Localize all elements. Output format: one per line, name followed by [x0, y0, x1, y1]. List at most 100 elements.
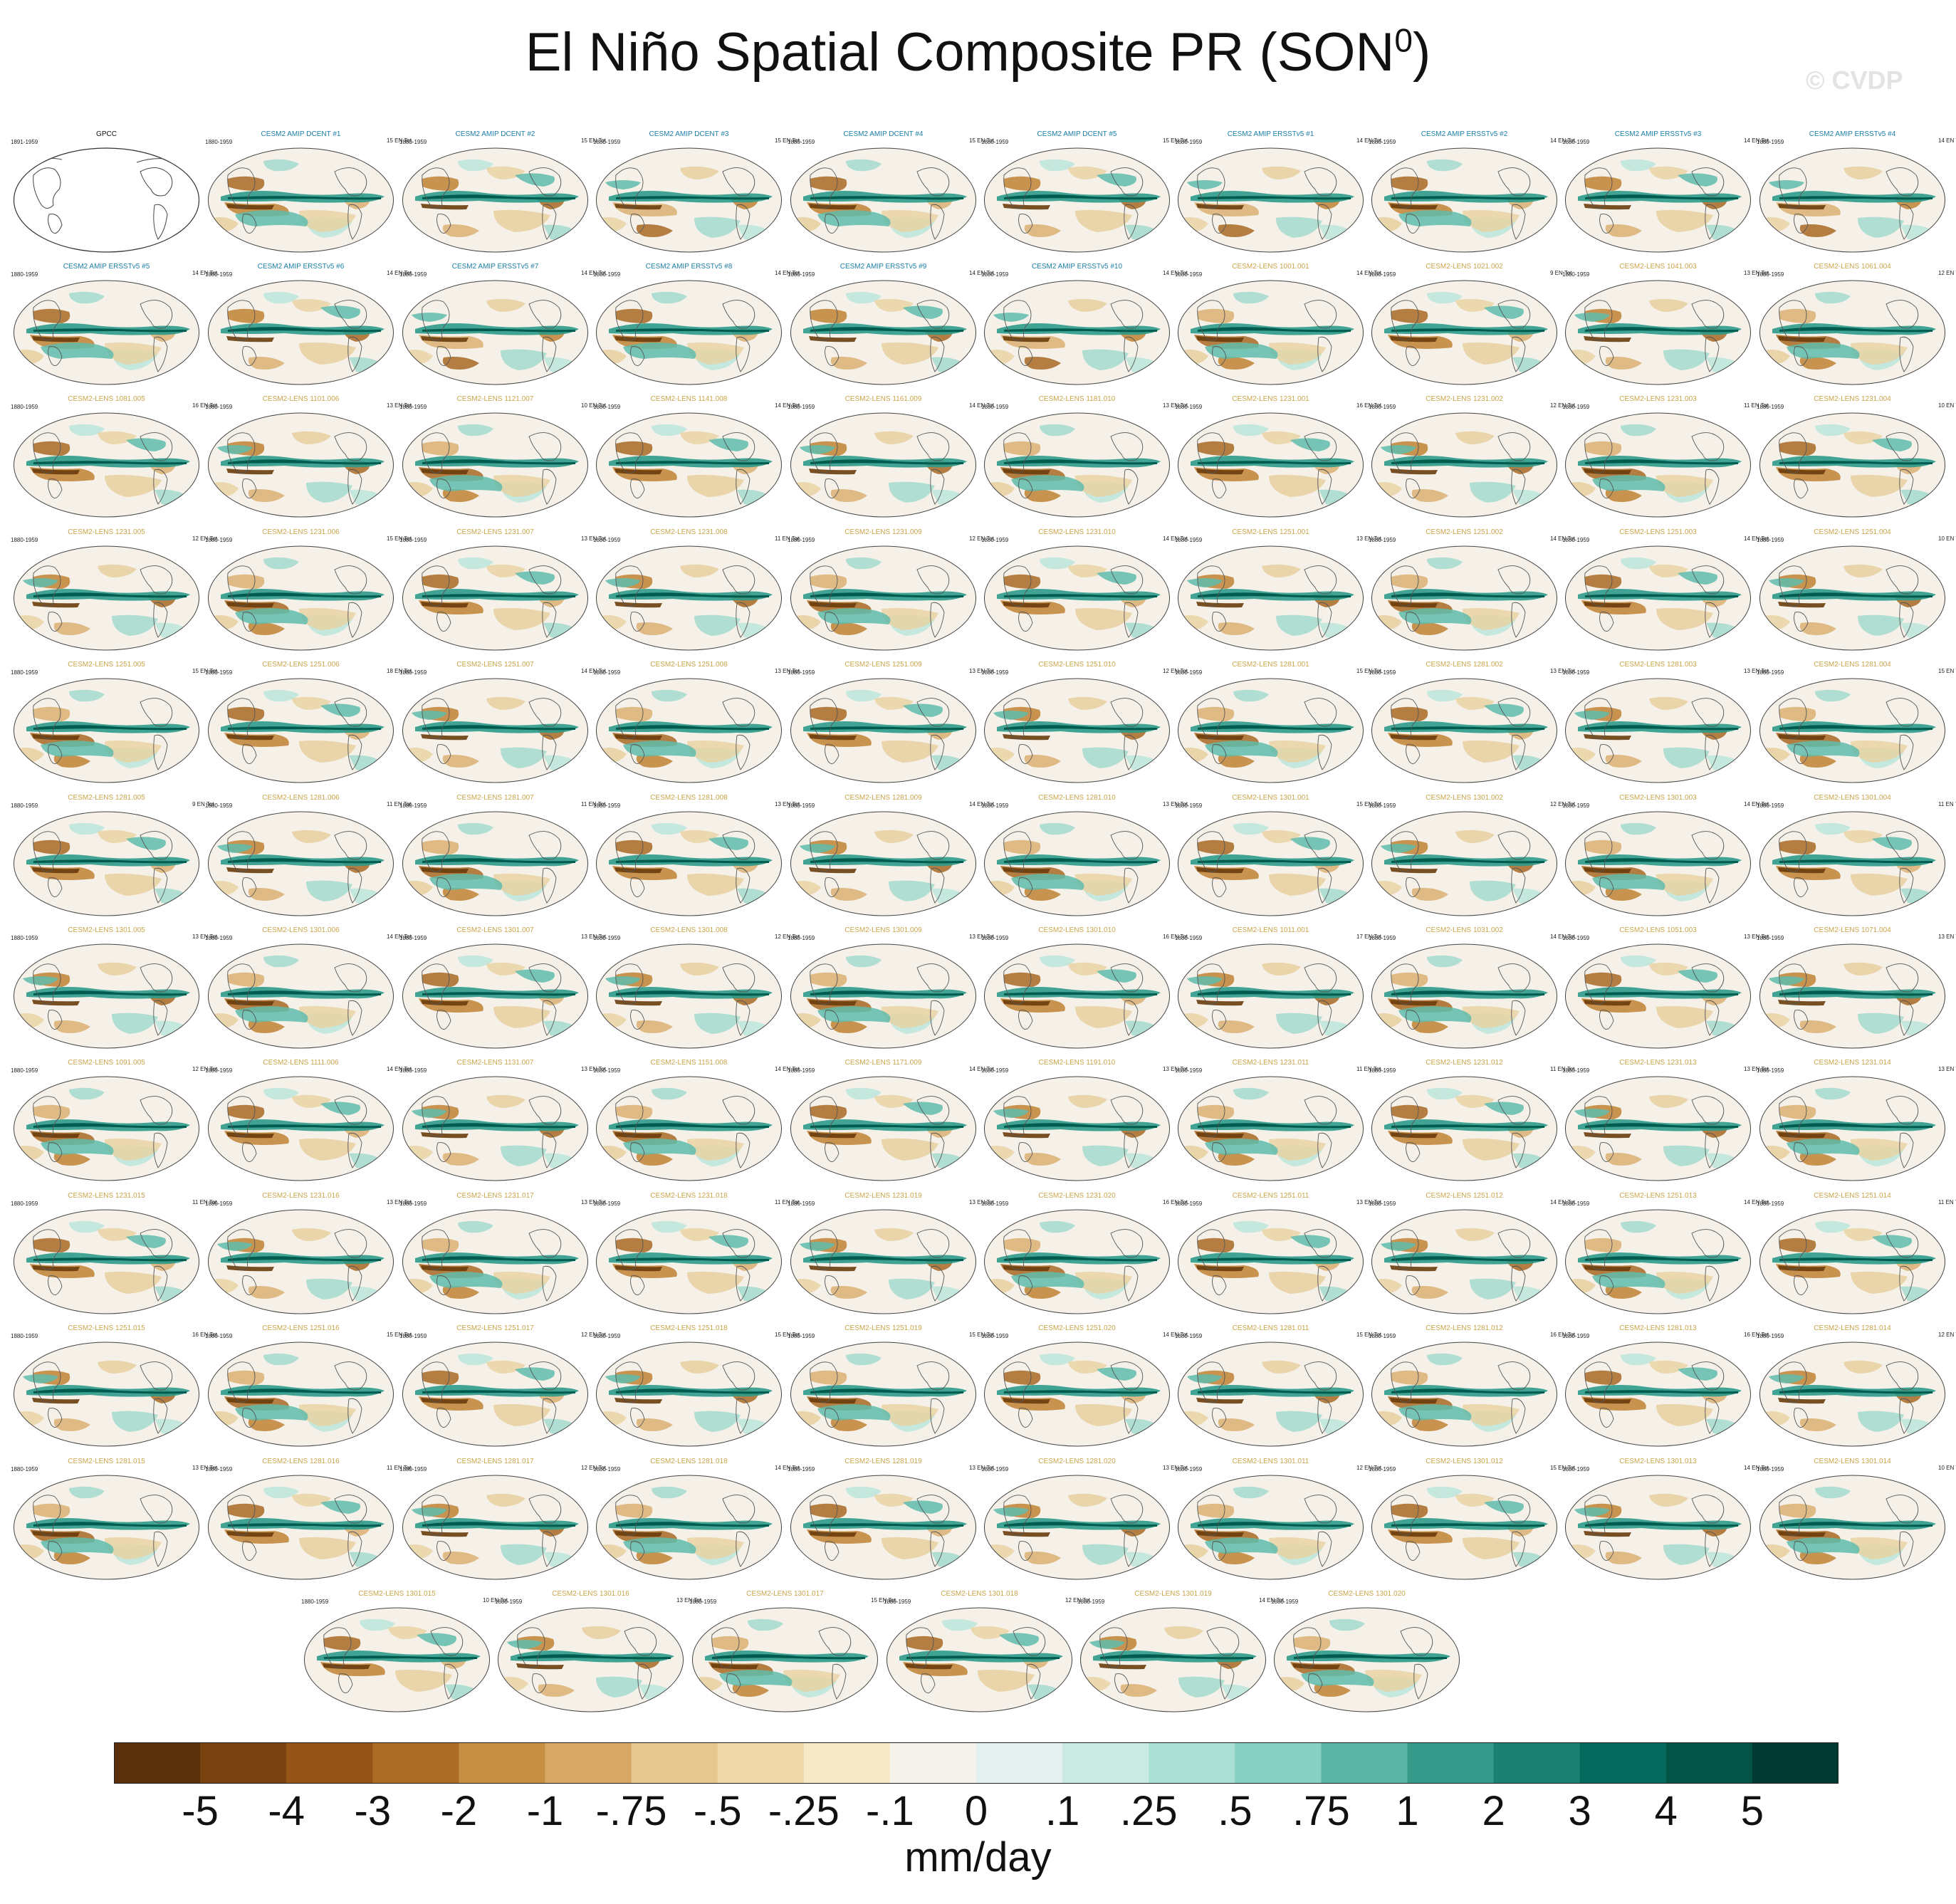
panel-map: CESM2 AMIP ERSSTv5 #6 1880-1959 14 EN Tot — [205, 263, 412, 393]
precip-anomaly-map — [14, 811, 199, 916]
panel-event-count: 12 EN Tot — [192, 535, 217, 542]
precip-anomaly-map — [498, 1607, 684, 1712]
precip-anomaly-map — [790, 412, 976, 518]
panel-period: 1880-1959 — [205, 271, 233, 278]
panel-title: CESM2-LENS 1281.020 — [1038, 1458, 1116, 1465]
panel-event-count: 14 EN Tot — [1744, 801, 1769, 807]
precip-anomaly-map — [208, 1341, 394, 1447]
panel-event-count: 15 EN Tot — [387, 535, 412, 542]
panel-event-count: 14 EN Tot — [1163, 1332, 1188, 1338]
panel-title: CESM2-LENS 1281.011 — [1232, 1324, 1309, 1332]
panel-map: CESM2-LENS 1181.010 1880-1959 13 EN Tot — [981, 395, 1188, 525]
colorbar-units: mm/day — [904, 1834, 1052, 1881]
panel-title: CESM2-LENS 1231.015 — [68, 1192, 145, 1200]
panel-event-count: 11 EN Tot — [1356, 1066, 1381, 1072]
panel-map: CESM2-LENS 1251.005 1880-1959 15 EN Tot — [11, 661, 217, 791]
panel-event-count: 11 EN Tot — [1938, 801, 1956, 807]
panel-map: CESM2 AMIP DCENT #5 1880-1959 15 EN Tot — [981, 130, 1188, 261]
colorbar-bin — [1493, 1742, 1581, 1784]
precip-anomaly-map — [1371, 811, 1557, 916]
panel-period: 1880-1959 — [981, 537, 1009, 543]
precip-anomaly-map — [208, 280, 394, 385]
panel-map: CESM2 AMIP ERSSTv5 #7 1880-1959 14 EN Tot — [399, 263, 606, 393]
panel-period: 1880-1959 — [1757, 1201, 1784, 1207]
panel-map: CESM2-LENS 1281.017 1880-1959 12 EN Tot — [399, 1458, 606, 1588]
panel-map: CESM2-LENS 1301.003 1880-1959 14 EN Tot — [1562, 794, 1769, 924]
colorbar-bin — [717, 1742, 805, 1784]
panel-event-count: 14 EN Tot — [1744, 1199, 1769, 1205]
panel-title: CESM2-LENS 1231.009 — [844, 528, 922, 536]
panel-title: CESM2-LENS 1281.010 — [1038, 794, 1116, 802]
panel-period: 1880-1959 — [1562, 1333, 1590, 1339]
panel-title: CESM2-LENS 1301.004 — [1814, 794, 1891, 802]
panel-period: 1880-1959 — [593, 669, 621, 676]
panel-title: CESM2-LENS 1251.009 — [844, 661, 922, 669]
colorbar-bin — [631, 1742, 718, 1784]
panel-period: 1880-1959 — [399, 1333, 427, 1339]
panel-event-count: 14 EN Tot — [387, 1066, 412, 1072]
panel-event-count: 15 EN Tot — [969, 137, 994, 144]
panel-title: CESM2 AMIP ERSSTv5 #8 — [645, 263, 733, 271]
panel-period: 1880-1959 — [205, 802, 233, 809]
colorbar-bin — [976, 1742, 1063, 1784]
panel-map: CESM2-LENS 1251.019 1880-1959 15 EN Tot — [788, 1324, 994, 1455]
panel-period: 1880-1959 — [1757, 1067, 1784, 1074]
precip-anomaly-map — [596, 1209, 782, 1314]
panel-map: CESM2-LENS 1301.018 1880-1959 12 EN Tot — [884, 1590, 1090, 1720]
panel-observation-gpcc: GPCC 1891-1959 — [11, 130, 201, 261]
panel-title: CESM2 AMIP ERSSTv5 #5 — [63, 263, 150, 271]
panel-event-count: 14 EN Tot — [969, 801, 994, 807]
panel-title: CESM2-LENS 1301.019 — [1134, 1590, 1212, 1598]
panel-event-count: 14 EN Tot — [387, 933, 412, 940]
panel-title: CESM2-LENS 1251.005 — [68, 661, 145, 669]
panel-map: CESM2-LENS 1101.006 1880-1959 13 EN Tot — [205, 395, 412, 525]
panel-map: CESM2-LENS 1301.014 1880-1959 10 EN Tot — [1757, 1458, 1956, 1588]
precip-anomaly-map — [984, 1341, 1170, 1447]
panel-map: CESM2-LENS 1231.001 1880-1959 16 EN Tot — [1175, 395, 1381, 525]
panel-period: 1880-1959 — [1175, 935, 1203, 941]
precip-anomaly-map — [1565, 1475, 1751, 1580]
precip-anomaly-map — [1178, 1209, 1364, 1314]
precip-anomaly-map — [596, 147, 782, 253]
panel-period: 1880-1959 — [981, 271, 1009, 278]
colorbar-bin — [1149, 1742, 1235, 1784]
panel-event-count: 14 EN Tot — [1356, 270, 1381, 276]
panel-title: CESM2-LENS 1301.001 — [1232, 794, 1309, 802]
precip-anomaly-map — [1178, 147, 1364, 253]
panel-event-count: 13 EN Tot — [775, 668, 800, 674]
panel-period: 1880-1959 — [1175, 802, 1203, 809]
panel-map: CESM2-LENS 1281.016 1880-1959 11 EN Tot — [205, 1458, 411, 1588]
panel-title: CESM2-LENS 1231.001 — [1232, 395, 1309, 403]
panel-title: CESM2-LENS 1281.002 — [1426, 661, 1503, 669]
precip-anomaly-map — [304, 1607, 490, 1712]
colorbar-bin — [1062, 1742, 1149, 1784]
panel-period: 1880-1959 — [399, 404, 427, 410]
panel-event-count: 13 EN Tot — [192, 1465, 217, 1471]
panel-title: CESM2-LENS 1231.008 — [650, 528, 728, 536]
precip-anomaly-map — [1178, 280, 1364, 385]
panel-title: CESM2-LENS 1251.001 — [1232, 528, 1309, 536]
panel-event-count: 14 EN Tot — [1744, 1465, 1769, 1471]
precip-anomaly-map — [208, 545, 394, 651]
panel-map: CESM2-LENS 1231.003 1880-1959 11 EN Tot — [1562, 395, 1768, 525]
panel-period: 1880-1959 — [399, 271, 427, 278]
colorbar-tick-label: -2 — [440, 1788, 478, 1834]
precip-anomaly-map — [596, 1076, 782, 1181]
panel-period: 1880-1959 — [11, 404, 38, 410]
panel-map: CESM2-LENS 1301.016 1880-1959 13 EN Tot — [495, 1590, 701, 1720]
panel-map: CESM2-LENS 1281.013 1880-1959 16 EN Tot — [1562, 1324, 1769, 1455]
colorbar-tick-label: -5 — [182, 1788, 219, 1834]
precip-anomaly-map — [1178, 811, 1364, 916]
panel-map: CESM2-LENS 1281.019 1880-1959 13 EN Tot — [788, 1458, 994, 1588]
precip-anomaly-map — [1565, 412, 1751, 518]
panel-event-count: 13 EN Tot — [1163, 402, 1188, 409]
panel-title: CESM2-LENS 1141.008 — [650, 395, 728, 403]
panel-title: CESM2-LENS 1121.007 — [456, 395, 534, 403]
precip-anomaly-map — [1178, 678, 1364, 783]
panel-map: CESM2-LENS 1041.003 1880-1959 13 EN Tot — [1562, 263, 1769, 393]
panel-period: 1880-1959 — [205, 1333, 233, 1339]
panel-map: CESM2-LENS 1251.018 1880-1959 15 EN Tot — [593, 1324, 800, 1455]
panel-map: CESM2-LENS 1231.008 1880-1959 11 EN Tot — [593, 528, 799, 659]
panel-event-count: 10 EN Tot — [483, 1597, 508, 1604]
